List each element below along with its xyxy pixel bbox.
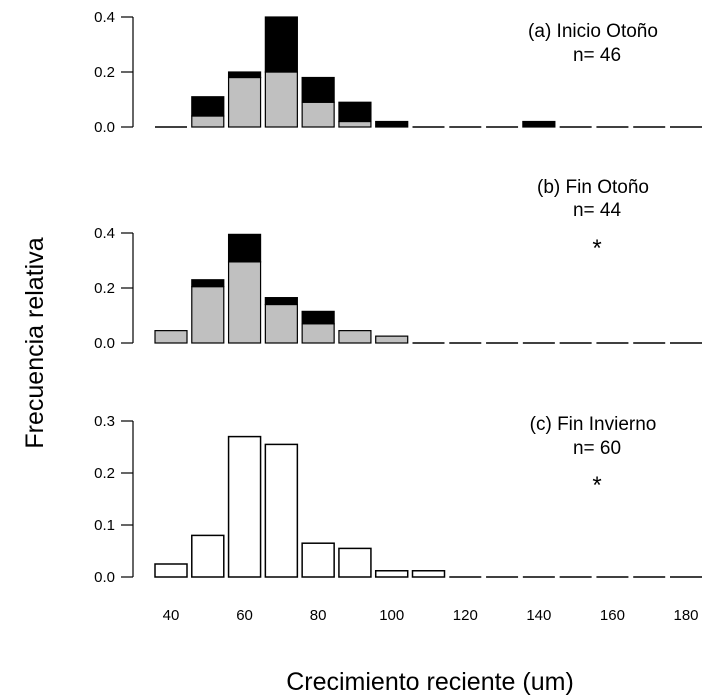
- bar: [227, 435, 262, 578]
- y-axis-title: Frecuencia relativa: [21, 237, 49, 448]
- y-tick-label: 0.0: [94, 569, 115, 586]
- panel-n-label: n= 46: [573, 45, 621, 66]
- bar-top-segment: [301, 76, 335, 103]
- y-tick-label: 0.0: [94, 119, 115, 136]
- bar-top-segment: [301, 310, 335, 325]
- y-tick-label: 0.2: [94, 64, 115, 81]
- bar-top-segment: [191, 96, 225, 117]
- y-tick-label: 0.3: [94, 413, 115, 430]
- significance-star: *: [592, 472, 601, 499]
- bar: [411, 570, 446, 578]
- bar-top-segment: [191, 279, 225, 288]
- bar-top-segment: [264, 297, 298, 306]
- x-tick-label: 100: [379, 607, 404, 624]
- bar: [154, 563, 188, 578]
- bar: [338, 547, 372, 578]
- bar-top-segment: [522, 120, 556, 128]
- x-tick-label: 160: [600, 607, 625, 624]
- bar-bottom-segment: [191, 286, 225, 344]
- bar-top-segment: [338, 101, 372, 123]
- bar-top-segment: [227, 71, 262, 79]
- bar-bottom-segment: [264, 71, 298, 128]
- bar: [301, 542, 335, 578]
- panels-group: 0.0 0.2 0.4 (a) Inicio Otoño n= 46 0.0 0.2 0.4 (…: [94, 9, 702, 586]
- bar-bottom-segment: [264, 303, 298, 344]
- x-tick-label: 60: [236, 607, 253, 624]
- x-tick-label: 180: [673, 607, 698, 624]
- panel-annotation: (a) Inicio Otoño: [528, 21, 658, 42]
- bar-top-segment: [264, 16, 298, 73]
- bar-bottom-segment: [227, 76, 262, 128]
- bar-bottom-segment: [191, 115, 225, 128]
- x-tick-label: 140: [526, 607, 551, 624]
- x-axis: 40 60 80 100 120 140 160 180: [163, 607, 699, 624]
- panel-n-label: n= 44: [573, 200, 622, 221]
- bar: [264, 443, 299, 578]
- y-tick-label: 0.4: [94, 9, 115, 26]
- bar-bottom-segment: [375, 335, 409, 344]
- bar-bottom-segment: [227, 261, 262, 344]
- x-axis-title: Crecimiento reciente (um): [286, 668, 574, 696]
- bar-bottom-segment: [301, 323, 335, 344]
- panel-3: 0.0 0.1 0.2 0.3 (c) Fin Invierno n= 60 *: [94, 413, 702, 586]
- y-tick-label: 0.1: [94, 517, 115, 534]
- y-tick-label: 0.2: [94, 465, 115, 482]
- bar-bottom-segment: [154, 330, 188, 344]
- bar: [191, 534, 225, 578]
- y-tick-label: 0.2: [94, 280, 115, 297]
- bar-bottom-segment: [338, 120, 372, 128]
- y-tick-label: 0.0: [94, 335, 115, 352]
- bar-top-segment: [375, 120, 409, 128]
- panel-n-label: n= 60: [573, 438, 621, 459]
- bar-top-segment: [227, 233, 262, 263]
- panel-annotation: (b) Fin Otoño: [537, 177, 649, 198]
- panel-annotation: (c) Fin Invierno: [530, 414, 657, 435]
- bar: [374, 570, 409, 578]
- panel-1: 0.0 0.2 0.4 (a) Inicio Otoño n= 46: [94, 9, 702, 136]
- x-tick-label: 40: [163, 607, 180, 624]
- bar-bottom-segment: [338, 330, 372, 344]
- bar-bottom-segment: [301, 101, 335, 128]
- y-tick-label: 0.4: [94, 225, 115, 242]
- significance-star: *: [592, 235, 601, 262]
- x-tick-label: 120: [453, 607, 478, 624]
- x-tick-label: 80: [310, 607, 327, 624]
